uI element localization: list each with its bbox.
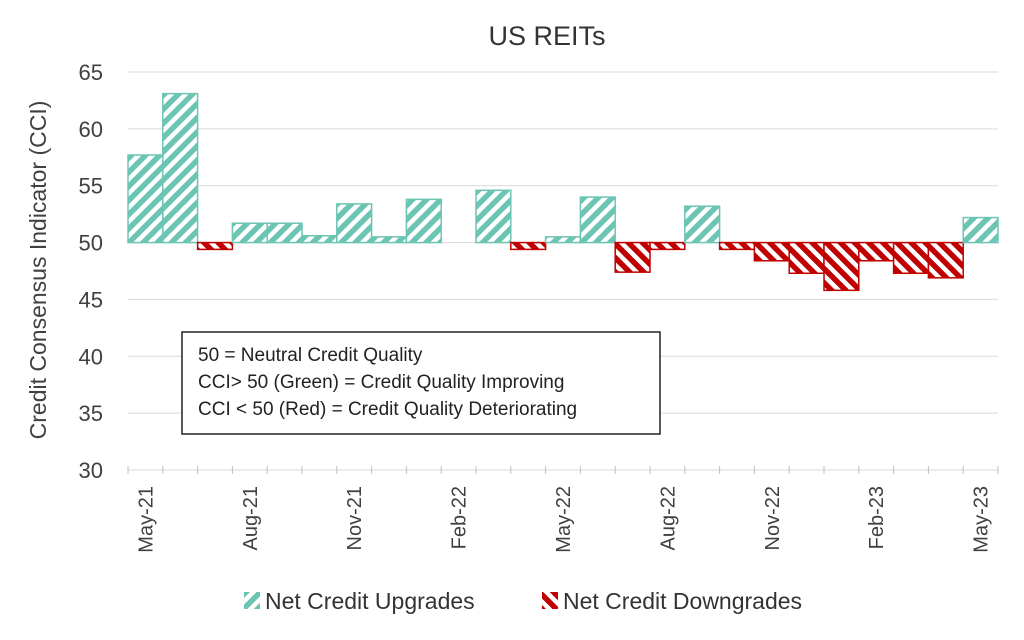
legend-item-downgrades: Net Credit Downgrades xyxy=(542,588,802,614)
bar-upgrade xyxy=(579,196,616,244)
legend-swatch-downgrades xyxy=(542,592,558,609)
y-tick-label: 35 xyxy=(79,401,103,426)
legend-label-downgrades: Net Credit Downgrades xyxy=(563,588,802,614)
bar-downgrade xyxy=(927,241,964,279)
annotation-line-3: CCI < 50 (Red) = Credit Quality Deterior… xyxy=(198,399,577,420)
bar-upgrade xyxy=(127,154,164,244)
y-tick-label: 50 xyxy=(79,231,103,256)
bar-upgrade xyxy=(962,216,999,244)
bar-upgrade xyxy=(301,234,338,244)
y-tick-label: 55 xyxy=(79,174,103,199)
x-tick-label: Nov-21 xyxy=(344,486,366,550)
bar-upgrade xyxy=(405,198,442,244)
bar-downgrade xyxy=(892,241,930,275)
annotation-line-1: 50 = Neutral Credit Quality xyxy=(198,345,423,366)
legend-item-upgrades: Net Credit Upgrades xyxy=(244,588,475,614)
bar-upgrade xyxy=(475,189,512,244)
x-tick-label: Feb-23 xyxy=(866,486,888,549)
bar-downgrade xyxy=(858,241,895,262)
bar-downgrade xyxy=(510,241,547,251)
bar-downgrade xyxy=(718,241,756,251)
annotation-line-2: CCI> 50 (Green) = Credit Quality Improvi… xyxy=(198,372,564,393)
bar-upgrade xyxy=(544,236,582,244)
y-tick-label: 40 xyxy=(79,344,103,369)
y-axis-ticks: 30 35 40 45 50 55 60 65 xyxy=(79,60,103,483)
legend-swatch-upgrades xyxy=(244,592,260,609)
x-tick-label: Feb-22 xyxy=(449,486,471,549)
bar-upgrade xyxy=(231,222,268,244)
x-axis: May-21 Aug-21 Nov-21 Feb-22 May-22 Aug-22 Nov-… xyxy=(127,466,999,553)
bar-upgrade xyxy=(684,205,721,244)
annotation-box: 50 = Neutral Credit Quality CCI> 50 (Gre… xyxy=(181,331,661,435)
bar-downgrade xyxy=(823,241,860,292)
legend: Net Credit Upgrades Net Credit Downgrade… xyxy=(244,588,802,614)
bar-downgrade xyxy=(649,241,686,251)
x-tick-label: Aug-22 xyxy=(657,486,679,551)
x-tick-label: May-22 xyxy=(553,486,575,553)
x-tick-label: Nov-22 xyxy=(762,486,784,550)
y-tick-label: 60 xyxy=(79,117,103,142)
bar-upgrade xyxy=(162,92,199,244)
bar-downgrade xyxy=(196,241,234,251)
chart-title: US REITs xyxy=(488,21,605,51)
bar-upgrade xyxy=(336,203,373,244)
legend-label-upgrades: Net Credit Upgrades xyxy=(265,588,475,614)
y-tick-label: 45 xyxy=(79,287,103,312)
y-tick-label: 65 xyxy=(79,60,103,85)
bar-downgrade xyxy=(788,241,825,275)
y-axis-label: Credit Consensus Indicator (CCI) xyxy=(25,101,51,440)
bar-upgrade xyxy=(266,222,303,244)
y-tick-label: 30 xyxy=(79,458,103,483)
x-tick-label: Aug-21 xyxy=(240,486,262,551)
bar-upgrade xyxy=(370,236,408,244)
bar-downgrade xyxy=(614,241,651,273)
bars xyxy=(127,92,999,292)
x-tick-label: May-21 xyxy=(135,486,157,553)
bar-downgrade xyxy=(753,241,790,262)
x-tick-label: May-23 xyxy=(971,486,993,553)
